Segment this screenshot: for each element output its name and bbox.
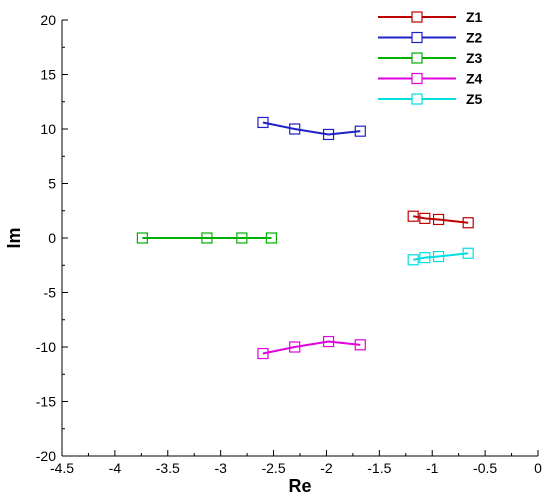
data-point [419,252,431,264]
data-point [257,347,269,360]
series-line [412,215,469,224]
data-point [419,212,431,224]
legend-item-z3: Z3 [378,50,483,66]
legend-label: Z5 [466,91,483,107]
x-tick-label: -1.5 [367,460,391,476]
legend-marker [411,52,423,64]
y-tick-label: 20 [40,12,56,28]
x-tick-label: -2.5 [261,460,285,476]
legend-item-z1: Z1 [378,9,483,25]
y-tick-label: 15 [40,67,56,83]
data-point [136,232,148,244]
series-z1 [407,210,474,229]
series-line [262,340,361,355]
y-tick-label: 5 [48,176,56,192]
y-tick-label: 10 [40,121,56,137]
data-point [354,339,366,351]
x-tick-label: -3.5 [156,460,180,476]
series-z4 [257,335,366,360]
y-ticks: -20 -15 -10 -5 0 5 10 15 20 [36,12,68,464]
legend: Z1 Z2 Z3 Z4 Z5 [378,9,483,107]
data-point [354,125,366,137]
data-point [289,123,301,135]
data-point [236,232,248,244]
x-tick-label: 0 [534,460,542,476]
data-point [407,254,419,266]
data-point [407,210,419,222]
x-tick-label: -4.5 [50,460,74,476]
x-ticks: -4.5 -4 -3.5 -3 -2.5 -2 -1.5 -1 -0.5 0 [50,450,542,476]
data-point [265,232,278,244]
series-z5 [407,247,474,266]
x-tick-label: -0.5 [473,460,497,476]
series-line [412,252,469,261]
data-point [201,232,213,244]
y-tick-label: -10 [36,339,56,355]
legend-label: Z1 [466,9,483,25]
data-point [257,116,269,129]
legend-marker [411,31,423,44]
y-axis-title: Im [4,227,24,248]
legend-label: Z2 [466,30,483,46]
x-tick-label: -3 [214,460,227,476]
data-point [322,128,335,141]
x-tick-label: -1 [426,460,439,476]
legend-item-z4: Z4 [378,71,483,87]
data-point [289,341,301,353]
legend-item-z2: Z2 [378,30,483,46]
legend-marker [411,11,423,23]
legend-marker [411,72,423,85]
x-tick-label: -2 [320,460,333,476]
data-point [432,213,445,226]
data-point [462,247,474,259]
legend-label: Z4 [466,71,483,87]
series-layer [136,116,474,360]
series-z2 [257,116,366,141]
y-tick-label: 0 [48,230,56,246]
y-tick-label: -5 [44,285,57,301]
plot-area: -4.5 -4 -3.5 -3 -2.5 -2 -1.5 -1 -0.5 0 -20-15-10-… [36,12,542,476]
legend-item-z5: Z5 [378,91,483,107]
legend-marker [411,93,423,105]
y-tick-label: -15 [36,394,56,410]
legend-label: Z3 [466,50,483,66]
x-axis-title: Re [288,476,311,496]
data-point [322,335,335,348]
y-tick-label: -20 [36,448,56,464]
data-point [462,217,474,229]
series-line [262,121,361,136]
data-point [432,250,445,263]
x-tick-label: -4 [109,460,122,476]
series-z3 [136,232,278,244]
